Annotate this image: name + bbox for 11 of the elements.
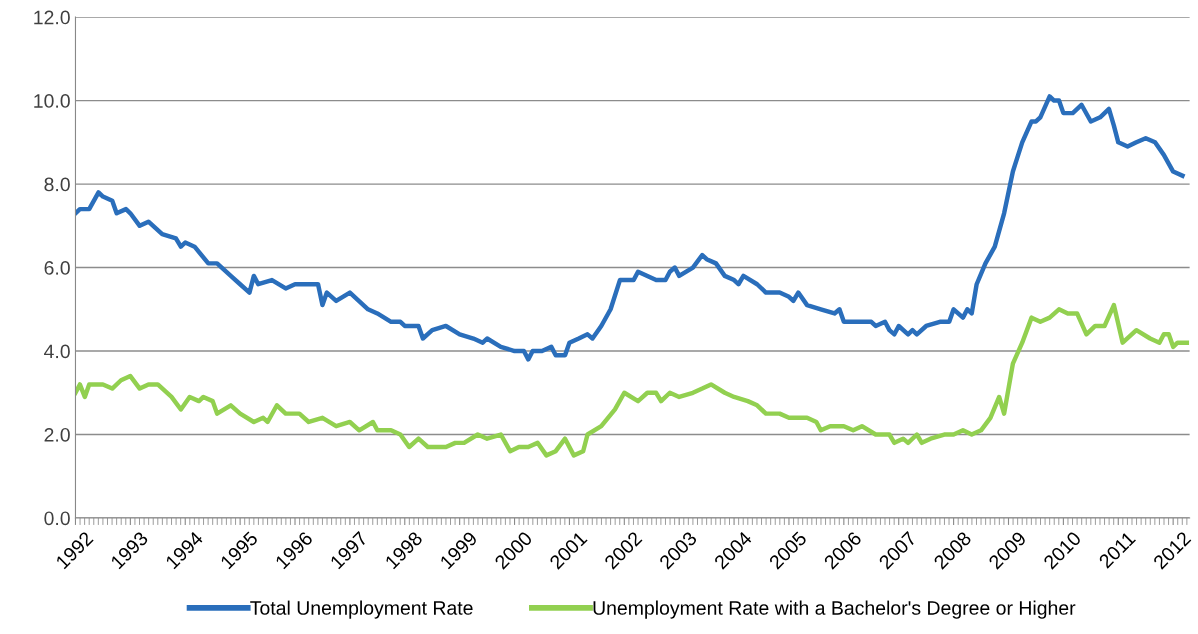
y-tick-label: 8.0 [44,177,70,192]
y-tick-label: 12.0 [34,10,70,25]
legend-label: Total Unemployment Rate [250,600,473,619]
y-tick-label: 0.0 [44,511,70,526]
y-tick-label: 6.0 [44,261,70,275]
y-tick-label: 4.0 [44,344,70,359]
y-tick-label: 2.0 [44,427,70,442]
line-series [75,302,1190,458]
y-tick-label: 10.0 [34,94,70,108]
legend-label: Unemployment Rate with a Bachelor's Degree or Higher [593,600,1076,619]
line-series [75,94,1185,362]
